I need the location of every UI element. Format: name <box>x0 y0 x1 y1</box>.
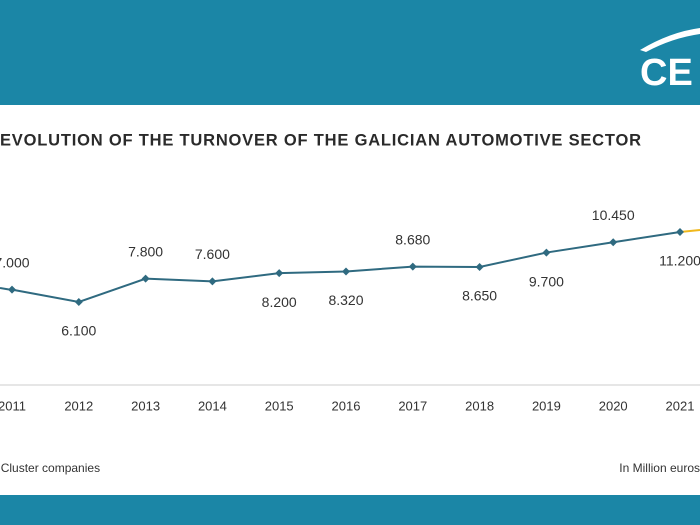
top-banner <box>0 0 700 105</box>
data-label: 6.100 <box>61 323 96 339</box>
data-point <box>408 262 417 271</box>
logo-swoosh <box>640 28 700 52</box>
data-label: 7.800 <box>128 243 163 259</box>
chart-title: EVOLUTION OF THE TURNOVER OF THE GALICIA… <box>0 131 642 149</box>
data-point <box>141 274 150 283</box>
x-tick-label: 2018 <box>465 398 494 413</box>
data-point <box>475 262 484 271</box>
x-tick-label: 2015 <box>265 398 294 413</box>
x-tick-label: 2012 <box>64 398 93 413</box>
data-label: 8.200 <box>262 294 297 310</box>
x-tick-label: 2013 <box>131 398 160 413</box>
data-label: 8.680 <box>395 231 430 247</box>
data-label: 7.600 <box>195 246 230 262</box>
data-label: 7.000 <box>0 254 30 270</box>
source-note: Source: Cluster companies <box>0 461 100 475</box>
data-label: 11.200 <box>659 253 700 269</box>
x-tick-label: 2017 <box>398 398 427 413</box>
data-point <box>74 298 83 306</box>
x-tick-label: 2021 <box>666 398 695 413</box>
data-point <box>342 267 350 276</box>
data-label: 8.650 <box>462 288 497 304</box>
data-label: 9.700 <box>529 273 564 289</box>
unit-note: In Million euros <box>619 461 700 475</box>
data-label: 8.320 <box>328 292 363 308</box>
x-tick-label: 2011 <box>0 398 26 413</box>
logo: CE <box>640 52 693 94</box>
data-point <box>8 285 16 294</box>
x-tick-label: 2019 <box>532 398 561 413</box>
data-point <box>275 269 284 278</box>
data-point <box>542 248 551 257</box>
x-tick-label: 2020 <box>599 398 628 413</box>
data-label: 10.450 <box>592 207 635 223</box>
data-point <box>676 227 684 236</box>
bottom-banner <box>0 495 700 525</box>
data-point <box>208 277 217 286</box>
x-tick-label: 2016 <box>332 398 361 413</box>
data-point <box>609 238 618 247</box>
x-tick-label: 2014 <box>198 398 227 413</box>
